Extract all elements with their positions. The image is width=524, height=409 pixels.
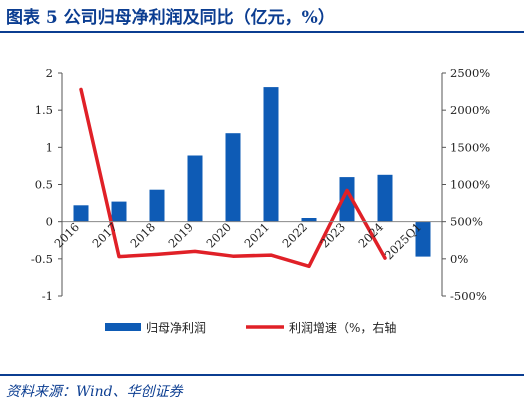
- x-tick-label-2019: 2019: [166, 220, 197, 251]
- bar-2016: [73, 205, 89, 222]
- y-left-tick-label: -1: [42, 289, 53, 303]
- legend-line-label: 利润增速（%，右轴: [289, 320, 396, 335]
- x-tick-label-2022: 2022: [280, 220, 311, 251]
- legend-bar-label: 归母净利润: [146, 321, 206, 335]
- x-tick-label-2024: 2024: [356, 220, 387, 251]
- y-right-tick-label: 2000%: [450, 103, 490, 117]
- y-right-tick-label: -500%: [450, 289, 487, 303]
- y-right-tick-label: 1000%: [450, 178, 490, 192]
- axis-layer: -1 -0.5 0 0.5 1 1.5 2 -500% 0% 500% 1000% 1500% 2000…: [31, 66, 490, 303]
- y-right-tick-label: 0%: [450, 252, 468, 266]
- bar-2022: [301, 218, 317, 222]
- x-tick-label-2016: 2016: [52, 220, 83, 251]
- bar-2024: [377, 174, 393, 222]
- y-left-tick-label: 2: [46, 66, 53, 80]
- profit-chart: -1 -0.5 0 0.5 1 1.5 2 -500% 0% 500% 1000% 1500% 2000…: [31, 66, 490, 335]
- x-tick-label-2020: 2020: [204, 220, 235, 251]
- bar-2017: [111, 201, 127, 222]
- line-layer: [79, 87, 387, 269]
- legend: 归母净利润 利润增速（%，右轴: [105, 320, 396, 335]
- y-right-tick-label: 500%: [450, 215, 483, 229]
- x-tick-label-2021: 2021: [242, 220, 273, 251]
- bar-2023: [339, 177, 355, 222]
- y-left-tick-label: 0.5: [35, 178, 53, 192]
- bar-2021: [263, 87, 279, 222]
- y-left-tick-label: 1.5: [35, 103, 53, 117]
- bar-2025Q1: [415, 221, 431, 257]
- y-left-tick-label: 1: [46, 140, 53, 154]
- bar-2020: [225, 133, 241, 222]
- y-right-tick-label: 1500%: [450, 140, 490, 154]
- bars-layer: [73, 87, 431, 257]
- x-tick-label-2023: 2023: [318, 220, 349, 251]
- y-right-tick-label: 2500%: [450, 66, 490, 80]
- y-left-tick-label: -0.5: [31, 252, 53, 266]
- title-divider: [0, 31, 524, 33]
- legend-bar-swatch: [105, 323, 141, 331]
- bar-2018: [149, 189, 165, 222]
- source-note: 资料来源：Wind、华创证券: [6, 384, 183, 400]
- x-tick-label-2018: 2018: [128, 220, 159, 251]
- footer-divider: [0, 374, 524, 376]
- bar-2019: [187, 155, 203, 222]
- chart-title: 图表 5 公司归母净利润及同比（亿元，%）: [6, 8, 335, 28]
- y-left-tick-label: 0: [46, 215, 53, 229]
